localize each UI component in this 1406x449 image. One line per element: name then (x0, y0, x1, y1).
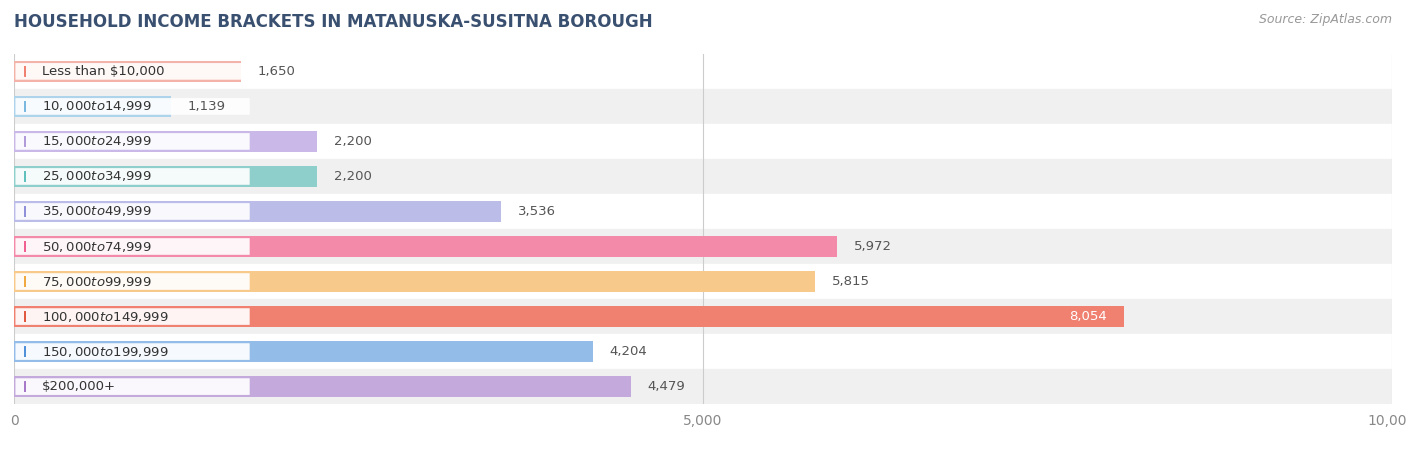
Bar (14, 341, 593, 362)
Text: $15,000 to $24,999: $15,000 to $24,999 (42, 134, 152, 149)
Bar (14, 131, 318, 152)
Bar (14, 96, 172, 117)
Text: $200,000+: $200,000+ (42, 380, 115, 393)
Bar (14, 299, 1392, 334)
Text: $25,000 to $34,999: $25,000 to $34,999 (42, 169, 152, 184)
Bar (14, 124, 1392, 159)
Text: 8,054: 8,054 (1070, 310, 1108, 323)
FancyBboxPatch shape (15, 308, 250, 325)
FancyBboxPatch shape (15, 168, 250, 185)
Text: $10,000 to $14,999: $10,000 to $14,999 (42, 99, 152, 114)
FancyBboxPatch shape (15, 98, 250, 115)
Bar (14, 89, 1392, 124)
FancyBboxPatch shape (15, 378, 250, 395)
Text: 2,200: 2,200 (333, 135, 371, 148)
Bar (14, 54, 1392, 89)
Bar (14, 61, 242, 82)
FancyBboxPatch shape (15, 273, 250, 290)
Text: 5,972: 5,972 (853, 240, 891, 253)
Bar (14, 229, 1392, 264)
Text: $35,000 to $49,999: $35,000 to $49,999 (42, 204, 152, 219)
Bar (14, 334, 1392, 369)
Bar (14, 159, 1392, 194)
Text: 5,815: 5,815 (832, 275, 870, 288)
FancyBboxPatch shape (15, 63, 250, 80)
Text: 1,650: 1,650 (257, 65, 295, 78)
Text: $100,000 to $149,999: $100,000 to $149,999 (42, 309, 169, 324)
Text: HOUSEHOLD INCOME BRACKETS IN MATANUSKA-SUSITNA BOROUGH: HOUSEHOLD INCOME BRACKETS IN MATANUSKA-S… (14, 13, 652, 31)
Text: 4,479: 4,479 (648, 380, 686, 393)
Text: 4,204: 4,204 (610, 345, 648, 358)
Text: 2,200: 2,200 (333, 170, 371, 183)
Text: Less than $10,000: Less than $10,000 (42, 65, 165, 78)
Bar (14, 306, 1123, 327)
Bar (14, 166, 318, 187)
Text: Source: ZipAtlas.com: Source: ZipAtlas.com (1258, 13, 1392, 26)
Text: $50,000 to $74,999: $50,000 to $74,999 (42, 239, 152, 254)
Text: $75,000 to $99,999: $75,000 to $99,999 (42, 274, 152, 289)
FancyBboxPatch shape (15, 238, 250, 255)
Bar (14, 369, 1392, 404)
FancyBboxPatch shape (15, 133, 250, 150)
Bar (14, 271, 815, 292)
Text: 1,139: 1,139 (187, 100, 225, 113)
Text: 3,536: 3,536 (517, 205, 555, 218)
Bar (14, 201, 502, 222)
Bar (14, 376, 631, 397)
Bar (14, 194, 1392, 229)
Bar (14, 264, 1392, 299)
FancyBboxPatch shape (15, 203, 250, 220)
FancyBboxPatch shape (15, 343, 250, 360)
Bar (14, 236, 837, 257)
Text: $150,000 to $199,999: $150,000 to $199,999 (42, 344, 169, 359)
